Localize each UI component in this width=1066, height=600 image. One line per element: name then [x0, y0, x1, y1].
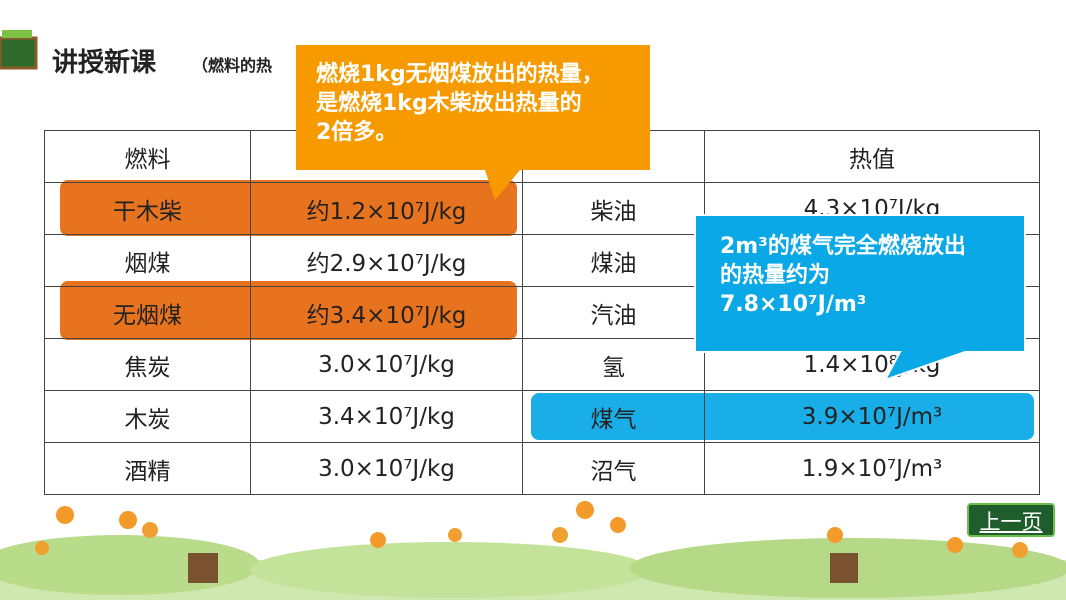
table-row: 木炭 3.4×10⁷J/kg 煤气 3.9×10⁷J/m³	[44, 390, 1040, 443]
prev-button[interactable]: 上一页	[967, 503, 1055, 537]
callout-line: 7.8×10⁷J/m³	[720, 292, 867, 317]
callout-orange	[296, 45, 650, 200]
table-cell: 1.9×10⁷J/m³	[704, 442, 1040, 495]
table-cell: 焦炭	[44, 338, 251, 391]
table-cell: 煤气	[522, 390, 705, 443]
callout-text: 2m³的煤气完全燃烧放出 的热量约为 7.8×10⁷J/m³	[720, 232, 966, 319]
table-cell: 约2.9×10⁷J/kg	[250, 234, 523, 287]
table-cell: 热值	[704, 130, 1040, 183]
table-cell: 木炭	[44, 390, 251, 443]
table-row: 酒精 3.0×10⁷J/kg 沼气 1.9×10⁷J/m³	[44, 442, 1040, 495]
callout-line: 2m³的煤气完全燃烧放出	[720, 234, 966, 259]
table-cell: 无烟煤	[44, 286, 251, 339]
callout-text: 燃烧1kg无烟煤放出的热量， 是燃烧1kg木柴放出热量的 2倍多。	[316, 60, 604, 147]
table-cell: 沼气	[522, 442, 705, 495]
table-cell: 3.0×10⁷J/kg	[250, 442, 523, 495]
callout-line: 是燃烧1kg木柴放出热量的	[316, 91, 582, 116]
subtitle: （燃料的热	[192, 56, 273, 75]
table-cell: 3.4×10⁷J/kg	[250, 390, 523, 443]
callout-line: 燃烧1kg无烟煤放出的热量，	[316, 62, 604, 87]
board-icon	[0, 36, 38, 70]
table-cell: 约1.2×10⁷J/kg	[250, 182, 523, 235]
title: 讲授新课	[52, 48, 157, 78]
table-cell: 酒精	[44, 442, 251, 495]
table-cell: 燃料	[44, 130, 251, 183]
board-plant	[2, 30, 32, 38]
callout-blue	[694, 214, 1026, 382]
flower-decor	[0, 501, 1066, 600]
heat-table: 燃料 热值 干木柴 约1.2×10⁷J/kg 柴油 4.3×10⁷J/kg 烟煤 约2.9×1…	[44, 130, 1040, 495]
callout-line: 的热量约为	[720, 263, 831, 288]
table-cell: 柴油	[522, 182, 705, 235]
callout-line: 2倍多。	[316, 120, 398, 145]
table-cell: 3.9×10⁷J/m³	[704, 390, 1040, 443]
table-cell: 干木柴	[44, 182, 251, 235]
